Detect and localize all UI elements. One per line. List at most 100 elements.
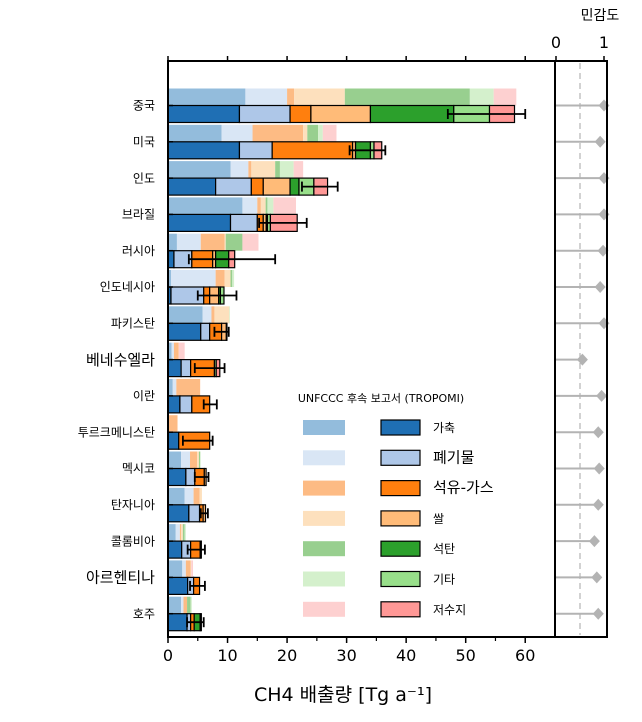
tropomi-bar-segment	[180, 359, 192, 378]
unfccc-bar-segment	[469, 88, 494, 106]
unfccc-bar-segment	[493, 88, 517, 106]
x-axis: 0 10 20 30 40 50 60	[163, 56, 535, 665]
tropomi-bar-segment	[167, 467, 187, 487]
legend-swatch-tropomi	[380, 510, 421, 527]
tropomi-bar-segment	[167, 213, 232, 232]
tropomi-bar-segment	[238, 141, 273, 160]
unfccc-bar-segment	[273, 197, 297, 215]
unfccc-bar-segment	[303, 124, 308, 142]
unfccc-bar-segment	[293, 161, 304, 179]
x-tick-label: 30	[336, 646, 356, 665]
unfccc-bar-segment	[199, 487, 202, 505]
x-tick-label: 0	[163, 646, 173, 665]
unfccc-bar-segment	[230, 161, 249, 179]
unfccc-bar-segment	[184, 524, 186, 542]
unfccc-bar-segment	[168, 524, 176, 542]
x-tick-label: 40	[396, 646, 416, 665]
unfccc-bar-segment	[168, 342, 172, 360]
unfccc-bar-segment	[224, 270, 231, 287]
unfccc-bar-segment	[170, 270, 216, 287]
unfccc-bar-segment	[200, 233, 225, 251]
tropomi-bar-segment	[167, 359, 182, 378]
x-tick-label: 60	[515, 646, 535, 665]
unfccc-bar-segment	[322, 124, 337, 142]
unfccc-bar-segment	[168, 270, 171, 287]
unfccc-bar-segment	[168, 596, 182, 614]
sensitivity-axis-label: 민감도	[581, 8, 620, 24]
unfccc-bar-segment	[211, 306, 215, 324]
unfccc-bar-segment	[168, 124, 222, 142]
unfccc-bars	[168, 88, 517, 614]
legend-swatch-tropomi	[380, 419, 421, 436]
category-label: 파키스탄	[111, 317, 155, 331]
category-label: 투르크메니스탄	[78, 425, 155, 439]
legend-swatch-unfccc	[303, 480, 345, 496]
tropomi-bar-segment	[167, 395, 181, 414]
unfccc-bar-segment	[173, 342, 179, 360]
category-label: 브라질	[122, 208, 155, 222]
category-labels: 중국미국인도브라질러시아인도네시아파키스탄베네수엘라이란투르크메니스탄멕시코탄자…	[78, 99, 173, 621]
unfccc-bar-segment	[197, 451, 199, 469]
legend-swatch-unfccc	[303, 541, 345, 557]
tropomi-bar-segment	[167, 504, 190, 523]
unfccc-bar-segment	[221, 124, 253, 142]
unfccc-bar-segment	[190, 596, 192, 614]
category-label: 이란	[133, 389, 155, 403]
legend-label: 석탄	[433, 542, 455, 556]
category-label: 미국	[133, 135, 155, 149]
unfccc-bar-segment	[245, 88, 288, 106]
unfccc-bar-segment	[168, 161, 231, 179]
tropomi-bar-segment	[238, 104, 291, 124]
unfccc-bar-segment	[168, 487, 185, 505]
tropomi-bar-segment	[167, 576, 189, 596]
unfccc-bar-segment	[318, 124, 323, 142]
unfccc-bar-segment	[168, 306, 203, 324]
tropomi-bar-segment	[262, 177, 291, 196]
legend-swatch-unfccc	[303, 571, 345, 587]
unfccc-bar-segment	[168, 233, 177, 251]
sensitivity-marker	[597, 244, 609, 257]
unfccc-bar-segment	[179, 524, 182, 542]
x-tick-label: 10	[217, 646, 237, 665]
unfccc-bar-segment	[242, 233, 259, 251]
unfccc-bar-segment	[215, 270, 225, 287]
unfccc-bar-segment	[181, 524, 183, 542]
unfccc-bar-segment	[168, 451, 182, 469]
tropomi-bar-segment	[289, 104, 312, 124]
sensitivity-tick-label: 0	[551, 33, 561, 52]
sensitivity-marker	[594, 135, 606, 148]
unfccc-bar-segment	[184, 487, 194, 505]
unfccc-bar-segment	[176, 233, 201, 251]
unfccc-bar-segment	[185, 560, 191, 578]
category-label: 멕시코	[122, 462, 155, 476]
unfccc-bar-segment	[176, 378, 201, 396]
sensitivity-marker	[576, 353, 588, 366]
unfccc-bar-segment	[191, 560, 194, 578]
unfccc-bar-segment	[229, 306, 230, 324]
unfccc-bar-segment	[279, 161, 294, 179]
unfccc-bar-segment	[198, 451, 201, 469]
tropomi-bar-segment	[250, 177, 264, 196]
legend-swatch-tropomi	[380, 570, 421, 588]
legend-swatch-tropomi	[380, 449, 421, 466]
category-label: 호주	[133, 607, 155, 621]
unfccc-bar-segment	[193, 487, 200, 505]
unfccc-bar-segment	[265, 197, 268, 215]
error-bars	[181, 109, 527, 628]
unfccc-bar-segment	[200, 451, 201, 469]
legend-swatch-unfccc	[303, 601, 345, 617]
sensitivity-marker	[592, 498, 604, 511]
unfccc-bar-segment	[242, 197, 258, 215]
tropomi-bar-segment	[271, 141, 354, 160]
tropomi-bar-segment	[167, 613, 188, 632]
x-tick-label: 20	[277, 646, 297, 665]
unfccc-bar-segment	[260, 197, 266, 215]
unfccc-bar-segment	[232, 270, 235, 287]
tropomi-bar-segment	[167, 431, 180, 450]
unfccc-bar-segment	[190, 451, 198, 469]
unfccc-bar-segment	[183, 596, 188, 614]
legend-label: 쌀	[433, 512, 444, 526]
sensitivity-plot-frame	[554, 60, 608, 638]
